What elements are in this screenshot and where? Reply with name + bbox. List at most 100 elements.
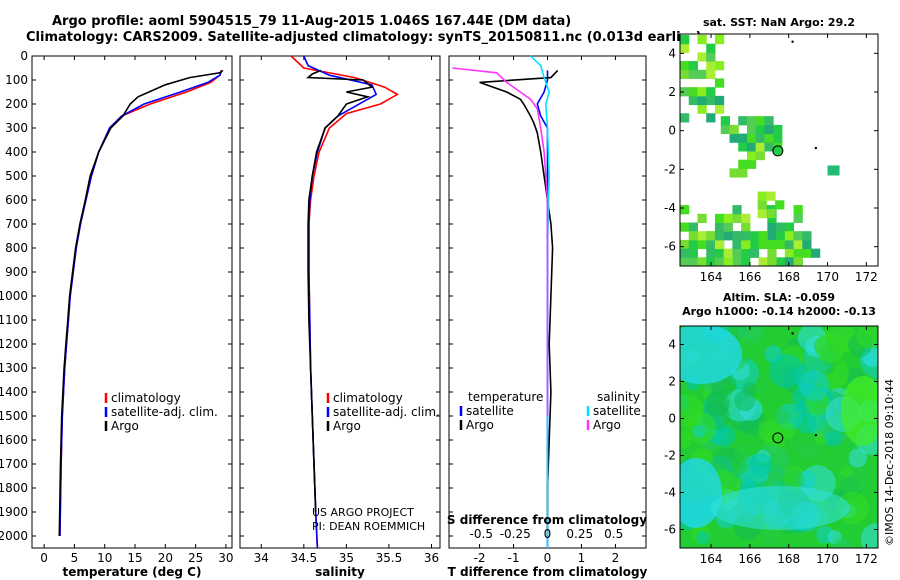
sst-cell (758, 257, 768, 266)
sst-cell (767, 231, 777, 241)
sst-cell (688, 61, 698, 71)
sst-cell (732, 248, 742, 258)
x-tick-label: 35.5 (376, 551, 403, 565)
sst-cell (706, 52, 716, 62)
sst-cell (764, 133, 774, 143)
sst-cell (793, 257, 803, 266)
sst-cell (714, 95, 725, 106)
x-tick-label: 5 (71, 551, 79, 565)
y-tick-label: 600 (5, 193, 28, 207)
sst-cell (767, 257, 777, 266)
sst-cell (729, 133, 739, 143)
sst-cell (738, 142, 748, 152)
sst-cell (755, 133, 765, 143)
sst-cell (714, 78, 725, 88)
sst-cell (767, 239, 777, 250)
sla-blob (832, 537, 852, 548)
series-line-salinity-argo (452, 67, 549, 416)
y-tick-label: 1900 (0, 505, 28, 519)
sst-cell (776, 222, 786, 232)
sst-cell (706, 95, 716, 106)
sst-cell (776, 239, 786, 250)
sst-cell (688, 222, 698, 232)
sst-cell (720, 124, 730, 135)
sst-cell (746, 159, 757, 169)
sst-cell (680, 248, 690, 258)
y-tick-label: 1100 (0, 313, 28, 327)
map-frame (679, 325, 879, 549)
sst-cell (793, 248, 803, 258)
sst-cell (706, 69, 716, 79)
sst-cell (697, 87, 707, 97)
y-tick-label: 300 (5, 121, 28, 135)
sla-blob (824, 430, 843, 448)
map-y-tick-label: 4 (668, 338, 676, 352)
sla-blob (732, 458, 748, 474)
sst-cell (757, 200, 767, 210)
sla-blob (841, 376, 878, 446)
legend-label: Argo (593, 418, 621, 432)
map-x-tick-label: 166 (738, 552, 761, 566)
sst-cell (697, 34, 707, 45)
sst-cell (680, 61, 690, 71)
sst-cell (741, 213, 751, 223)
map-x-tick-label: 170 (816, 552, 839, 566)
x-tick-label: 34.5 (290, 551, 317, 565)
sst-cell (764, 142, 774, 152)
legend-label: climatology (111, 391, 181, 405)
y-tick-label: 400 (5, 145, 28, 159)
sst-cell (766, 191, 776, 201)
x-axis-label: salinity (315, 565, 365, 579)
sst-cell (714, 257, 725, 266)
sst-cell (784, 248, 795, 258)
map-y-tick-label: -6 (664, 240, 676, 254)
sst-cell (767, 213, 777, 223)
map-x-tick-label: 170 (816, 270, 839, 284)
y-tick-label: 1200 (0, 337, 28, 351)
sst-cell (697, 239, 707, 250)
sst-cell (688, 231, 698, 241)
sst-cell (755, 142, 765, 152)
legend-title-salinity: salinity (597, 390, 640, 404)
sst-cell (714, 61, 725, 71)
map-x-tick-label: 168 (777, 552, 800, 566)
sst-cell (706, 113, 716, 123)
sst-cell (697, 257, 707, 266)
sla-blob (733, 444, 751, 462)
series-line-argo (58, 69, 224, 537)
map-y-tick-label: -2 (664, 449, 676, 463)
sst-cell (757, 191, 767, 201)
x-tick-label: 30 (218, 551, 233, 565)
sst-cell (784, 231, 795, 241)
sst-cell (793, 205, 803, 215)
legend-label: satellite-adj. clim. (333, 405, 440, 419)
sst-cell (714, 104, 725, 114)
series-line-argo (306, 69, 374, 513)
argo-location-marker (772, 432, 784, 444)
x-tick-label: 35 (339, 551, 354, 565)
sst-cell (738, 133, 748, 143)
sst-cell (714, 34, 725, 36)
sla-blob (713, 527, 735, 548)
title-line-2: Climatology: CARS2009. Satellite-adjuste… (26, 30, 702, 45)
sst-cell (741, 222, 751, 232)
sst-cell (784, 222, 795, 232)
legend-label: Argo (111, 419, 139, 433)
temperature-panel: 0100200300400500600700800900100011001200… (0, 49, 234, 579)
sst-cell (755, 124, 765, 135)
sst-cell (697, 104, 707, 114)
x-axis-label: T difference from climatology (448, 565, 648, 579)
sla-blob (692, 424, 706, 438)
sst-cell (802, 231, 812, 241)
sst-cell (714, 213, 725, 223)
legend-title-temperature: temperature (468, 390, 543, 404)
sst-map-title: sat. SST: NaN Argo: 29.2 (703, 16, 855, 29)
sst-cell (767, 222, 777, 232)
top-tick-label: -0.5 (470, 527, 493, 541)
sst-cell (758, 239, 768, 250)
sst-cell (766, 208, 776, 219)
sst-cell (706, 231, 716, 241)
sst-cell (697, 52, 707, 62)
float-dot (791, 332, 794, 335)
